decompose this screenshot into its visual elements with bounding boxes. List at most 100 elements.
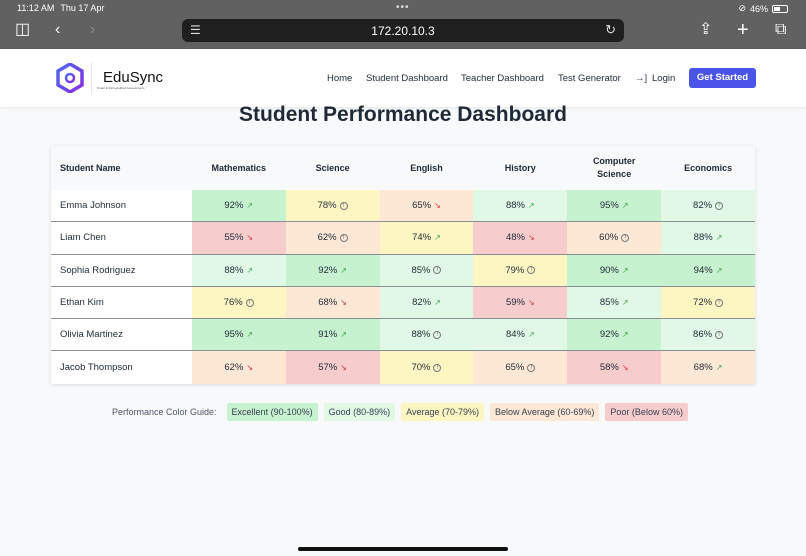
info-icon: ! (527, 266, 536, 275)
legend-average: Average (70-79%) (401, 403, 485, 421)
score-value: 82% (693, 200, 713, 212)
table-row: Emma Johnson 92% ↗ 78%! 65% ↘ 88% ↗ 95% ↗ 82%! (51, 190, 755, 223)
score-value: 91% (318, 329, 338, 341)
trend-down-icon: ↘ (527, 298, 535, 308)
reload-icon[interactable]: ↻ (605, 22, 616, 37)
info-icon: ! (433, 266, 442, 275)
score-cell: 88%! (379, 319, 474, 351)
multitask-dots-icon[interactable]: ••• (396, 2, 410, 13)
score-value: 88% (224, 264, 244, 276)
back-icon[interactable]: ‹ (55, 21, 61, 38)
score-cell: 68% ↗ (661, 351, 755, 384)
sidebar-toggle-icon[interactable]: ◫ (15, 21, 31, 38)
score-cell: 94% ↗ (661, 254, 755, 286)
tabs-icon[interactable]: ⧉ (775, 21, 787, 38)
student-name: Liam Chen (51, 222, 192, 254)
score-value: 72% (693, 297, 713, 309)
header-economics[interactable]: Economics (684, 162, 733, 173)
status-time: 11:12 AM (17, 3, 55, 13)
table-row: Ethan Kim 76%! 68% ↘ 82% ↗ 59% ↘ 85% ↗ 72%! (51, 286, 755, 320)
score-value: 85% (599, 297, 619, 309)
score-value: 65% (412, 200, 432, 212)
reader-icon[interactable]: ☰ (190, 23, 201, 37)
trend-up-icon: ↗ (621, 298, 629, 308)
score-value: 95% (599, 200, 619, 212)
score-value: 85% (411, 264, 431, 276)
table-row: Sophia Rodriguez 88% ↗ 92% ↗ 85%! 79%! 90% ↗ 94% ↗ (51, 254, 755, 287)
trend-up-icon: ↗ (621, 265, 629, 275)
nav-teacher-dashboard[interactable]: Teacher Dashboard (461, 73, 544, 84)
forward-icon[interactable]: › (90, 21, 96, 38)
score-value: 84% (505, 329, 525, 341)
address-bar[interactable]: ☰ 172.20.10.3 ↻ (182, 19, 624, 42)
battery-icon (772, 4, 788, 13)
score-cell: 55% ↘ (191, 222, 286, 254)
score-cell: 85% ↗ (567, 286, 662, 319)
score-cell: 68% ↘ (285, 286, 380, 319)
info-icon: ! (433, 330, 442, 339)
student-name: Ethan Kim (51, 286, 192, 319)
trend-up-icon: ↗ (434, 298, 441, 308)
status-date: Thu 17 Apr (60, 3, 105, 13)
header-history[interactable]: History (504, 162, 536, 173)
score-cell: 85%! (379, 254, 474, 286)
brand-name[interactable]: EduSync (103, 69, 164, 86)
status-bar: 11:12 AM Thu 17 Apr (17, 3, 104, 13)
battery-percent: 46% (749, 3, 768, 14)
header-computer-science[interactable]: Computer Science (592, 156, 636, 179)
score-cell: 58% ↘ (567, 351, 662, 384)
score-cell: 62% ↘ (191, 351, 286, 384)
nav-student-dashboard[interactable]: Student Dashboard (366, 73, 448, 84)
color-guide-label: Performance Color Guide: (112, 407, 217, 417)
score-value: 57% (318, 362, 338, 374)
get-started-button[interactable]: Get Started (689, 68, 756, 88)
trend-up-icon: ↗ (246, 201, 254, 211)
score-cell: 88% ↗ (661, 222, 755, 254)
trend-down-icon: ↘ (340, 298, 347, 308)
info-icon: ! (621, 233, 630, 242)
color-guide: Performance Color Guide: Excellent (90-1… (112, 403, 688, 421)
score-cell: 65% ↘ (379, 190, 474, 222)
score-cell: 82% ↗ (379, 286, 474, 319)
nav-test-generator[interactable]: Test Generator (558, 73, 621, 84)
trend-up-icon: ↗ (715, 363, 723, 373)
login-icon[interactable]: →] (635, 73, 648, 84)
score-cell: 62%! (285, 222, 380, 254)
header-mathematics[interactable]: Mathematics (211, 162, 266, 173)
url-text[interactable]: 172.20.10.3 (371, 24, 435, 38)
score-value: 79% (505, 264, 525, 276)
score-value: 65% (505, 362, 525, 374)
score-value: 88% (505, 200, 525, 212)
new-tab-icon[interactable]: + (737, 19, 749, 41)
table-row: Olivia Martinez 95% ↗ 91% ↗ 88%! 84% ↗ 92% ↗ 86%! (51, 319, 755, 352)
edusync-logo-icon[interactable] (56, 63, 84, 93)
score-cell: 57% ↘ (285, 351, 380, 384)
score-value: 59% (505, 297, 525, 309)
nav-login[interactable]: Login (652, 73, 676, 84)
info-icon: ! (433, 363, 442, 372)
score-value: 58% (599, 362, 619, 374)
score-value: 88% (411, 329, 431, 341)
score-cell: 78%! (285, 190, 380, 222)
score-value: 95% (224, 329, 244, 341)
header-science[interactable]: Science (315, 162, 350, 173)
trend-up-icon: ↗ (527, 330, 535, 340)
header-student-name[interactable]: Student Name (60, 162, 121, 173)
legend-excellent: Excellent (90-100%) (226, 403, 318, 421)
legend-poor: Poor (Below 60%) (605, 403, 688, 421)
share-icon[interactable]: ⇪ (699, 21, 713, 38)
trend-up-icon: ↗ (434, 233, 441, 243)
score-cell: 60%! (567, 222, 662, 254)
trend-up-icon: ↗ (715, 233, 723, 243)
score-cell: 79%! (473, 254, 568, 286)
score-value: 82% (412, 297, 432, 309)
home-indicator[interactable] (298, 547, 508, 551)
score-cell: 48% ↘ (473, 222, 568, 254)
score-cell: 72%! (661, 286, 755, 319)
table-row: Jacob Thompson 62% ↘ 57% ↘ 70%! 65%! 58% ↘ 68% ↗ (51, 351, 755, 384)
score-value: 68% (693, 362, 713, 374)
score-value: 68% (318, 297, 338, 309)
header-english[interactable]: English (410, 162, 443, 173)
nav-home[interactable]: Home (327, 73, 353, 84)
score-cell: 84% ↗ (473, 319, 568, 351)
